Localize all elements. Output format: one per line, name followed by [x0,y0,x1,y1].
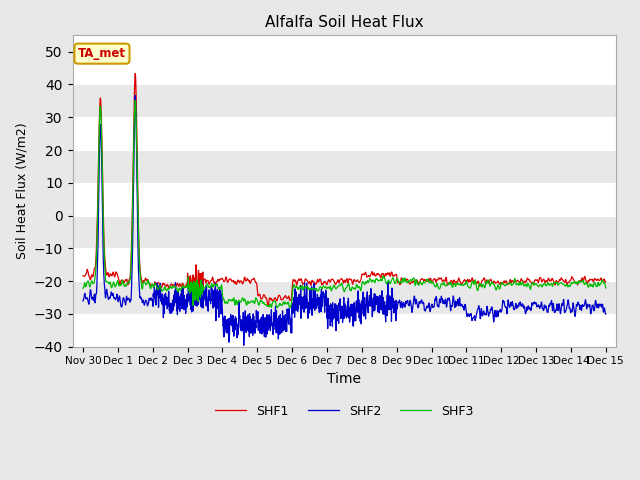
SHF1 [571,279,579,285]
SHF3 [131,98,139,104]
Y-axis label: Soil Heat Flux (W/m2): Soil Heat Flux (W/m2) [15,123,28,259]
SHF2 [571,309,579,315]
SHF1 [264,303,272,309]
Line: SHF2: SHF2 [83,96,606,345]
Bar [72,84,616,117]
SHF2 [556,308,564,313]
SHF3 [225,297,233,302]
Bar [72,281,616,314]
SHF3 [371,279,379,285]
Bar [72,314,616,347]
SHF2 [371,299,379,305]
Line: SHF1: SHF1 [83,73,606,306]
Bar [72,248,616,281]
Bar [72,216,616,248]
Bar [72,52,616,84]
SHF3 [556,280,564,286]
SHF2 [240,342,248,348]
SHF3 [571,278,579,284]
Line: SHF3: SHF3 [83,101,606,308]
Text: TA_met: TA_met [78,47,126,60]
SHF1 [556,277,564,283]
SHF3 [497,284,504,290]
SHF3 [285,305,293,311]
SHF1 [360,271,367,277]
Title: Alfalfa Soil Heat Flux: Alfalfa Soil Heat Flux [265,15,424,30]
SHF1 [131,71,139,76]
Bar [72,150,616,183]
SHF2 [360,308,367,313]
Legend: SHF1, SHF2, SHF3: SHF1, SHF2, SHF3 [210,400,479,423]
Bar [72,183,616,216]
SHF1 [225,277,233,283]
X-axis label: Time: Time [328,372,362,386]
SHF2 [497,307,504,313]
SHF1 [602,279,610,285]
SHF2 [131,93,139,98]
Bar [72,117,616,150]
SHF3 [360,280,367,286]
SHF2 [79,298,87,304]
SHF1 [497,281,504,287]
SHF1 [371,273,379,278]
SHF3 [79,285,87,291]
SHF2 [225,339,233,345]
SHF2 [602,311,610,317]
SHF3 [602,285,610,291]
SHF1 [79,273,87,278]
